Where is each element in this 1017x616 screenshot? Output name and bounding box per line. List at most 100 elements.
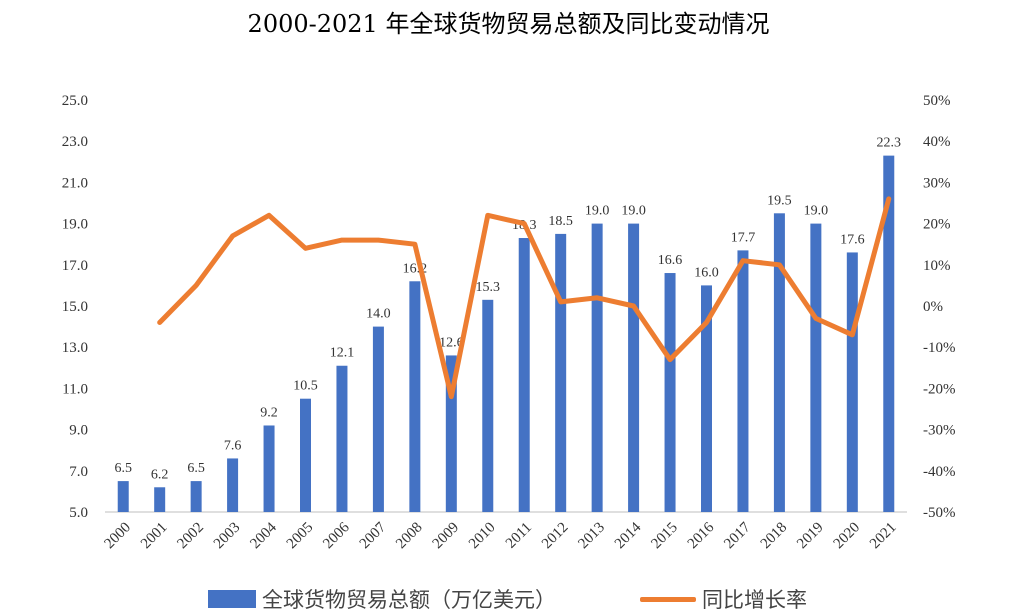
left-tick-25.0: 25.0 [62,93,88,109]
left-tick-11.0: 11.0 [62,381,88,397]
legend-swatch-bar [208,590,256,608]
bar-label-2017: 17.7 [731,230,756,245]
bar-2019 [810,223,822,512]
line-point-2018 [778,264,780,266]
bar-label-2018: 19.5 [767,193,792,208]
left-tick-17.0: 17.0 [62,258,88,274]
line-point-2006 [341,239,343,241]
right-tick--10%: -10% [923,340,956,356]
bar-label-2012: 18.5 [548,214,573,229]
left-tick-19.0: 19.0 [62,217,88,233]
line-point-2020 [851,334,853,336]
bar-2001 [154,487,166,512]
bar-2008 [409,281,421,512]
x-tick-2012: 2012 [539,520,572,553]
x-tick-2011: 2011 [503,520,535,552]
line-point-2011 [523,223,525,225]
x-tick-2016: 2016 [685,519,718,552]
x-tick-2007: 2007 [357,519,390,552]
x-tick-2013: 2013 [575,520,608,553]
bar-series [117,155,895,513]
x-axis-ticks: 2000 2001 2002 2003 2004 2005 2006 2007 2008 2009… [102,519,900,552]
right-tick-30%: 30% [923,175,951,191]
x-tick-2003: 2003 [211,520,244,553]
line-point-2002 [195,284,197,286]
bar-2014 [628,223,640,512]
line-point-2019 [815,317,817,319]
bar-label-2009: 12.6 [439,335,464,350]
right-tick--50%: -50% [923,505,956,521]
line-point-2003 [232,235,234,237]
bar-2007 [372,326,384,512]
right-tick-40%: 40% [923,134,951,150]
line-point-2008 [414,243,416,245]
bar-2011 [518,238,530,512]
x-tick-2021: 2021 [867,520,900,553]
legend-item-bar: 全球货物贸易总额（万亿美元） [208,582,556,616]
line-point-2021 [888,198,890,200]
bar-label-2015: 16.6 [658,253,683,268]
bar-label-2013: 19.0 [585,204,610,219]
right-tick-10%: 10% [923,258,951,274]
line-point-2007 [377,239,379,241]
x-tick-2015: 2015 [648,520,681,553]
left-axis-ticks: 5.0 7.0 9.0 11.0 13.0 15.0 17.0 19.0 21.0 23.0 25.… [62,93,88,521]
line-point-2010 [487,214,489,216]
right-tick-50%: 50% [923,93,951,109]
bar-2018 [773,213,785,513]
x-tick-2001: 2001 [138,520,171,553]
x-tick-2006: 2006 [320,519,353,552]
right-tick-20%: 20% [923,217,951,233]
x-tick-2010: 2010 [466,520,499,553]
x-tick-2019: 2019 [794,520,827,553]
bar-2015 [664,273,676,512]
bar-label-2004: 9.2 [260,405,278,420]
legend-item-line: 同比增长率 [640,582,807,616]
bar-label-2002: 6.5 [187,461,205,476]
bar-2004 [263,425,275,512]
line-point-2014 [633,305,635,307]
bar-2012 [555,233,567,512]
x-tick-2020: 2020 [831,520,864,553]
bar-2006 [336,365,348,512]
bar-2020 [846,252,858,512]
legend-label-line: 同比增长率 [702,588,807,612]
bar-label-2006: 12.1 [330,346,355,361]
line-point-2009 [450,396,452,398]
x-tick-2000: 2000 [102,520,135,553]
line-point-2017 [742,260,744,262]
left-tick-15.0: 15.0 [62,299,88,315]
bar-2005 [300,398,311,512]
left-tick-21.0: 21.0 [62,175,88,191]
bar-2002 [190,481,202,512]
line-point-2001 [159,321,161,323]
x-tick-2009: 2009 [430,520,463,553]
line-point-2016 [706,321,707,323]
legend-label-bar: 全球货物贸易总额（万亿美元） [262,588,556,612]
left-tick-23.0: 23.0 [62,134,88,150]
line-point-2013 [596,297,598,299]
bar-label-2003: 7.6 [224,438,242,453]
x-tick-2008: 2008 [393,520,426,553]
right-tick--20%: -20% [923,381,956,397]
bar-label-2016: 16.0 [694,265,719,280]
legend: 全球货物贸易总额（万亿美元） 同比增长率 [0,582,1017,616]
bar-data-labels: 6.5 6.2 6.57.69.210.512.114.016.212.615.31… [114,136,901,483]
bar-2017 [737,250,749,512]
bar-label-2010: 15.3 [476,280,501,295]
bar-label-2021: 22.3 [877,136,902,151]
left-tick-5.0: 5.0 [69,505,88,521]
bar-2013 [591,223,603,512]
line-point-2015 [669,359,671,361]
chart-area: 6.5 6.2 6.57.69.210.512.114.016.212.615.31… [62,93,956,552]
x-tick-2014: 2014 [612,519,645,552]
x-tick-2004: 2004 [247,519,280,552]
bar-label-2007: 14.0 [366,307,391,322]
line-series [157,196,892,400]
bar-2003 [227,458,239,512]
bar-2010 [482,299,494,512]
left-tick-9.0: 9.0 [69,423,88,439]
left-tick-13.0: 13.0 [62,340,88,356]
chart-title: 2000-2021 年全球货物贸易总额及同比变动情况 [247,10,770,38]
bar-2000 [117,481,129,512]
